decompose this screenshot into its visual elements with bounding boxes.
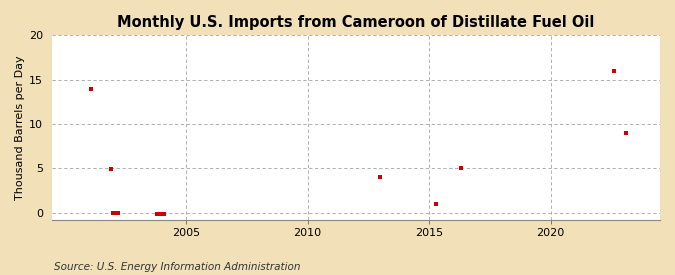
Point [159,212,169,216]
Point [157,212,167,216]
Point [151,212,162,216]
Point [105,167,116,171]
Point [620,131,631,135]
Point [455,166,466,170]
Point [375,175,386,179]
Point [608,68,619,73]
Point [86,86,97,91]
Y-axis label: Thousand Barrels per Day: Thousand Barrels per Day [15,55,25,200]
Point [431,202,441,206]
Point [110,210,121,215]
Title: Monthly U.S. Imports from Cameroon of Distillate Fuel Oil: Monthly U.S. Imports from Cameroon of Di… [117,15,595,30]
Text: Source: U.S. Energy Information Administration: Source: U.S. Energy Information Administ… [54,262,300,272]
Point [154,212,165,216]
Point [108,210,119,215]
Point [113,210,124,215]
